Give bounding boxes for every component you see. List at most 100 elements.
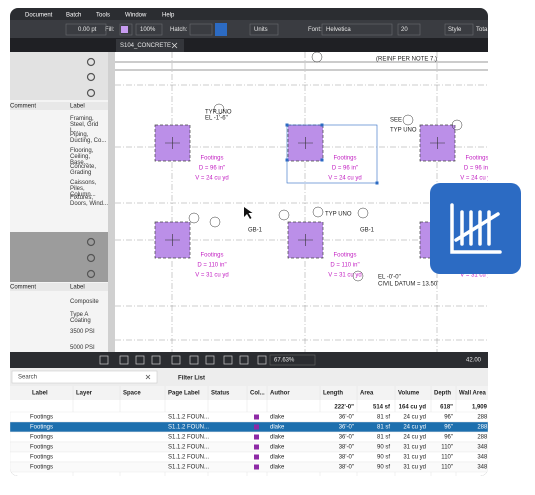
cell-label: Footings xyxy=(30,425,53,431)
tool-button[interactable] xyxy=(119,355,129,365)
handle[interactable] xyxy=(320,123,324,127)
callout xyxy=(311,52,323,63)
drawing-note: EL -0'-0" xyxy=(378,275,401,281)
toolbar-field[interactable] xyxy=(444,23,474,36)
panel-icon[interactable] xyxy=(86,253,96,263)
handle[interactable] xyxy=(375,181,379,185)
handle[interactable] xyxy=(285,123,289,127)
column-header[interactable]: Label xyxy=(32,391,48,397)
footing[interactable] xyxy=(419,124,456,162)
cell-depth: 110" xyxy=(441,455,453,461)
panel-icon[interactable] xyxy=(86,237,96,247)
tool-badge xyxy=(430,183,521,274)
search-clear[interactable] xyxy=(145,374,151,380)
zoom-field[interactable] xyxy=(269,354,316,366)
tool-button[interactable] xyxy=(135,355,145,365)
tool-button[interactable] xyxy=(205,355,215,365)
column-header[interactable]: Col... xyxy=(250,391,265,397)
zoom-level[interactable]: 67.63% xyxy=(274,358,295,364)
panel-column: Label xyxy=(70,104,85,110)
toolbar-item[interactable]: 20 xyxy=(401,27,408,33)
search-input[interactable]: Search xyxy=(18,375,37,381)
column-header[interactable]: Space xyxy=(123,391,141,397)
column-header[interactable]: Volume xyxy=(398,391,420,397)
menu-item[interactable]: Document xyxy=(25,13,53,19)
footing-label: D = 96 in" xyxy=(199,166,225,172)
tool-button[interactable] xyxy=(257,355,267,365)
search-field[interactable] xyxy=(11,370,158,384)
toolbar-item[interactable]: Hatch: xyxy=(170,27,188,33)
footing-label: V = 24 cu yd xyxy=(195,176,229,182)
panel-icon[interactable] xyxy=(86,269,96,279)
tool-button[interactable] xyxy=(223,355,233,365)
toolbar-item[interactable]: Units xyxy=(254,27,268,33)
toolbar-field[interactable] xyxy=(249,23,279,36)
column-header[interactable]: Depth xyxy=(434,391,451,397)
tab-title[interactable]: S104_CONCRETE xyxy=(120,43,171,49)
column-header[interactable]: Status xyxy=(211,391,230,397)
total-cell: 1,909 s xyxy=(472,405,493,411)
toolbar-item[interactable]: Fill: xyxy=(105,27,115,33)
drawing-note: TYP UNO xyxy=(325,212,352,218)
panel-label: Fixtures, Doors, Wind... xyxy=(70,195,108,207)
toolbar-item[interactable]: Style xyxy=(448,27,462,33)
toolbar-field[interactable] xyxy=(65,23,107,36)
toolbar-field[interactable] xyxy=(397,23,421,36)
menu-item[interactable]: Tools xyxy=(96,13,110,19)
tool-button[interactable] xyxy=(189,355,199,365)
panel-label: Composite xyxy=(70,299,99,305)
tab[interactable] xyxy=(116,39,184,52)
tab-bar xyxy=(10,38,488,52)
tool-button[interactable] xyxy=(151,355,161,365)
handle[interactable] xyxy=(285,158,289,162)
column-header[interactable]: Area xyxy=(360,391,374,397)
panel-icon[interactable] xyxy=(86,88,96,98)
footing-mark xyxy=(430,137,445,149)
toolbar-item[interactable]: Font: xyxy=(308,27,322,33)
panel-label: Flooring, Ceiling, Base... xyxy=(70,148,94,166)
menu-item[interactable]: Batch xyxy=(66,13,81,19)
cell-length: 36'-0" xyxy=(339,425,354,431)
menu-item[interactable]: Help xyxy=(162,13,175,19)
column-header[interactable]: Page Label xyxy=(168,391,200,397)
tool-button[interactable] xyxy=(171,355,181,365)
handle[interactable] xyxy=(320,158,324,162)
toolbar-field[interactable] xyxy=(321,23,393,36)
tool-button[interactable] xyxy=(99,355,109,365)
scrollbar[interactable] xyxy=(108,52,115,352)
filter-button[interactable]: Filter List xyxy=(178,376,205,382)
tool-button[interactable] xyxy=(239,355,249,365)
fill-swatch xyxy=(121,26,128,33)
toolbar-field[interactable] xyxy=(119,23,133,36)
drawing: Footings D = 96 in" V = 24 cu yd Footings D … xyxy=(115,52,488,352)
toolbar-item[interactable]: Tota xyxy=(476,27,488,33)
footing-label: V = 31 cu yd xyxy=(195,273,229,279)
panel-column: Label xyxy=(70,285,85,291)
color-swatch xyxy=(254,434,259,440)
toolbar-field[interactable] xyxy=(189,23,213,36)
panel-icon[interactable] xyxy=(86,72,96,82)
footing-label: D = 110 in" xyxy=(330,263,359,269)
toolbar-field[interactable] xyxy=(135,23,163,36)
toolbar-item[interactable]: Helvetica xyxy=(326,27,351,33)
cell-page: S1.1.2 FOUN... xyxy=(168,455,209,461)
panel-header xyxy=(10,283,108,291)
toolbar-item[interactable]: 100% xyxy=(140,27,156,33)
footing-label: Footings xyxy=(200,253,223,259)
toolbar-item[interactable]: 0.00 pt xyxy=(78,27,97,33)
table-row[interactable] xyxy=(10,461,488,473)
color-swatch xyxy=(254,454,259,460)
callout xyxy=(213,103,225,115)
tab-close[interactable] xyxy=(171,42,178,49)
panel-label: Caissons, Piles, Column... xyxy=(70,180,97,198)
column-header[interactable]: Wall Area xyxy=(459,391,487,397)
column-header[interactable]: Length xyxy=(323,391,343,397)
column-header[interactable]: Layer xyxy=(76,391,93,397)
cell-volume: 24 cu yd xyxy=(403,425,426,431)
cell-author: dlake xyxy=(270,425,285,431)
column-header[interactable]: Author xyxy=(270,391,290,397)
color-swatch xyxy=(254,424,259,430)
tool-active[interactable] xyxy=(215,23,227,36)
menu-item[interactable]: Window xyxy=(125,13,147,19)
panel-icon[interactable] xyxy=(86,57,96,67)
